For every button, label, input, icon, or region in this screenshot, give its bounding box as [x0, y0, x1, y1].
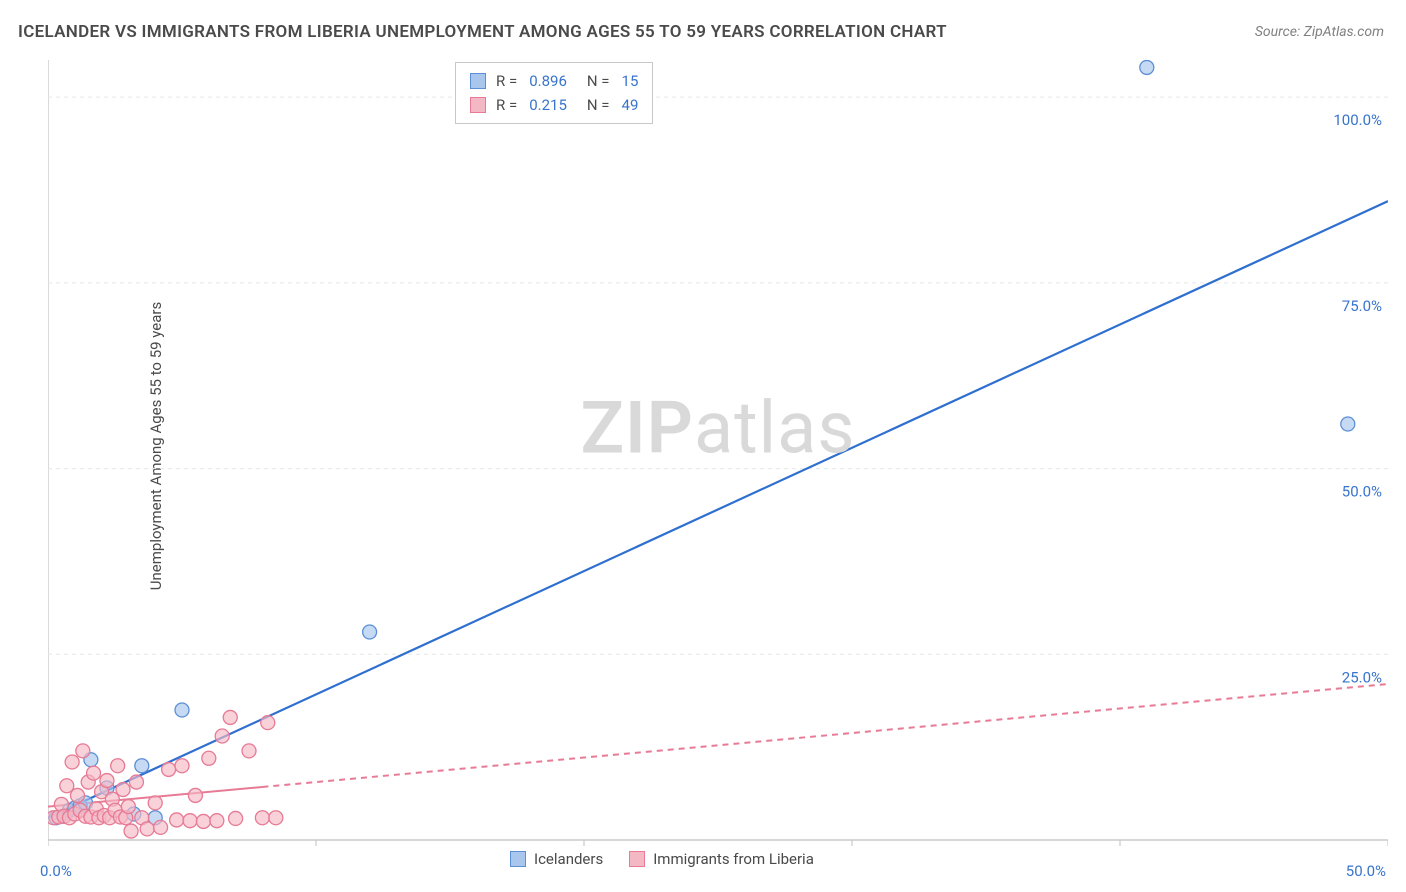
svg-text:25.0%: 25.0%: [1342, 668, 1382, 686]
x-tick-50: 50.0%: [1346, 862, 1386, 880]
x-tick-0: 0.0%: [40, 862, 72, 880]
legend-item-icelanders: Icelanders: [510, 850, 603, 868]
chart-area: 25.0%50.0%75.0%100.0% ZIPatlas: [48, 60, 1388, 860]
stats-row-icelanders: R = 0.896 N = 15: [470, 69, 638, 93]
stats-r-value-liberia: 0.215: [529, 96, 567, 114]
legend-label-liberia: Immigrants from Liberia: [653, 850, 814, 868]
legend-label-icelanders: Icelanders: [534, 850, 603, 868]
stats-r-value-icelanders: 0.896: [529, 72, 567, 90]
svg-text:50.0%: 50.0%: [1342, 483, 1382, 501]
legend-swatch-icelanders: [510, 851, 526, 867]
svg-text:75.0%: 75.0%: [1342, 297, 1382, 315]
stats-n-label: N =: [587, 72, 610, 90]
stats-swatch-icelanders: [470, 73, 486, 89]
legend-item-liberia: Immigrants from Liberia: [629, 850, 814, 868]
stats-n-label: N =: [587, 96, 610, 114]
stats-r-label: R =: [496, 96, 517, 114]
stats-n-value-icelanders: 15: [622, 72, 639, 90]
svg-text:100.0%: 100.0%: [1333, 111, 1382, 129]
legend-swatch-liberia: [629, 851, 645, 867]
stats-r-label: R =: [496, 72, 517, 90]
correlation-stats-box: R = 0.896 N = 15 R = 0.215 N = 49: [455, 62, 653, 124]
stats-swatch-liberia: [470, 97, 486, 113]
stats-n-value-liberia: 49: [622, 96, 639, 114]
chart-title: ICELANDER VS IMMIGRANTS FROM LIBERIA UNE…: [18, 22, 947, 42]
stats-row-liberia: R = 0.215 N = 49: [470, 93, 638, 117]
chart-legend: Icelanders Immigrants from Liberia: [510, 850, 814, 868]
source-attribution: Source: ZipAtlas.com: [1255, 24, 1384, 40]
scatter-chart: 25.0% 50.0% 75.0% 100.0%: [48, 60, 1388, 860]
